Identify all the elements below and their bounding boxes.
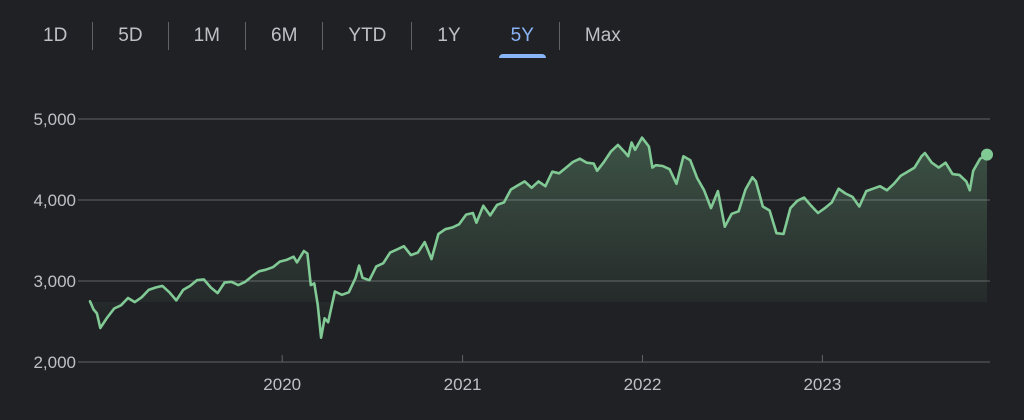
x-axis-ticks: 2020 2021 2022 2023 (263, 355, 841, 394)
x-tick-label: 2021 (444, 375, 482, 394)
y-tick-label: 2,000 (33, 353, 76, 372)
y-tick-label: 3,000 (33, 272, 76, 291)
tab-separator (167, 22, 169, 50)
tab-separator (411, 22, 413, 50)
x-tick-label: 2020 (263, 375, 301, 394)
range-tab-max[interactable]: Max (584, 25, 621, 46)
y-axis-labels: 5,000 4,000 3,000 2,000 (33, 110, 76, 372)
range-tab-6m[interactable]: 6M (271, 25, 298, 46)
range-tab-5y[interactable]: 5Y (498, 14, 547, 58)
range-tab-5d[interactable]: 5D (118, 25, 143, 46)
tab-separator (558, 22, 560, 50)
x-tick-label: 2022 (624, 375, 662, 394)
range-tab-ytd[interactable]: YTD (348, 25, 387, 46)
range-tabs: 1D 5D 1M 6M YTD 1Y 5Y Max (18, 14, 646, 58)
y-tick-label: 4,000 (33, 191, 76, 210)
latest-price-dot[interactable] (981, 148, 993, 161)
tab-separator (322, 22, 324, 50)
range-tab-1m[interactable]: 1M (193, 25, 220, 46)
range-tab-1d[interactable]: 1D (43, 25, 68, 46)
tab-separator (92, 22, 94, 50)
y-tick-label: 5,000 (33, 110, 76, 129)
price-area-fill (90, 137, 987, 338)
range-tab-1y[interactable]: 1Y (437, 25, 461, 46)
x-tick-label: 2023 (803, 375, 841, 394)
tab-separator (245, 22, 246, 50)
price-line[interactable] (88, 136, 989, 339)
